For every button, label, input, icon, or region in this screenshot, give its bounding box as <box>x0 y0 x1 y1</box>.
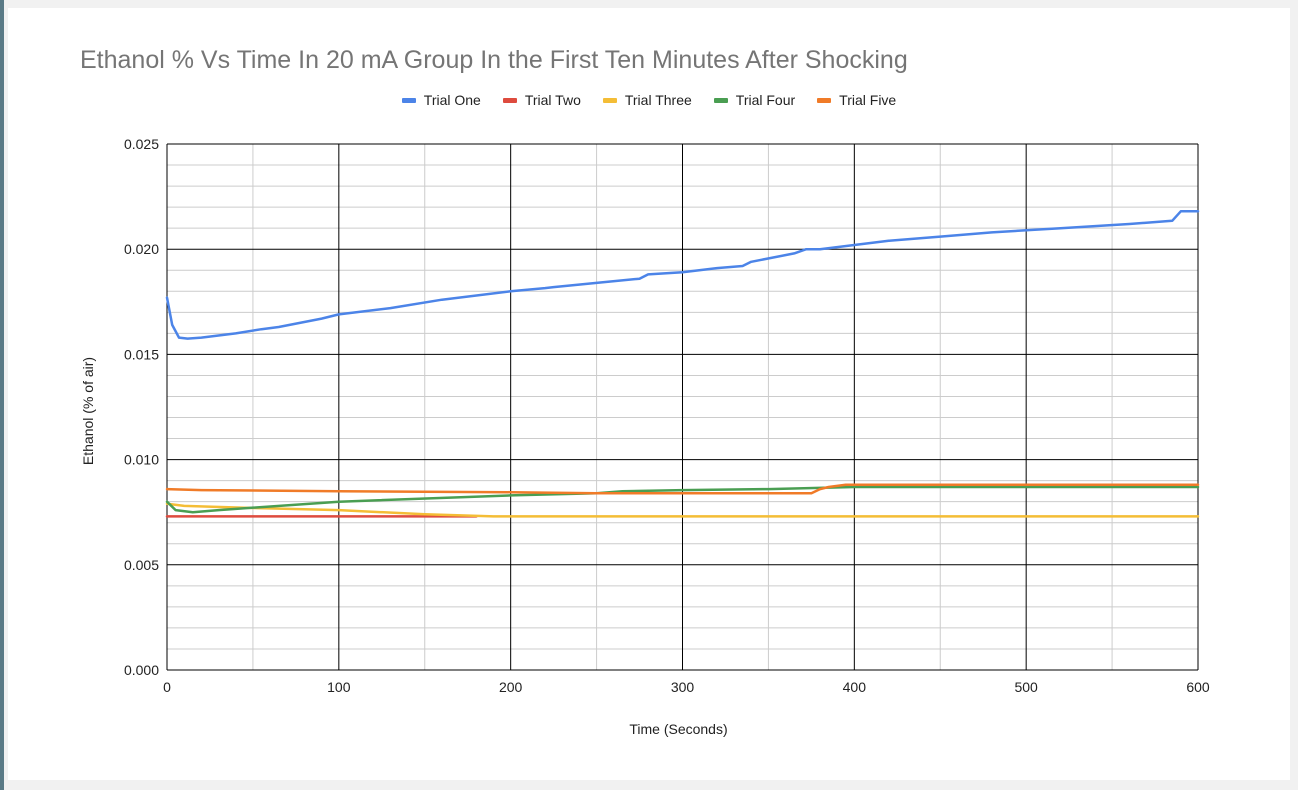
y-axis-title: Ethanol (% of air) <box>80 357 96 465</box>
legend-label-trial-one: Trial One <box>423 92 481 108</box>
series-line-trial-one <box>165 210 1200 340</box>
y-tick-label: 0.020 <box>124 241 159 257</box>
legend-swatch-trial-three <box>602 97 617 103</box>
x-tick-label: 400 <box>843 679 867 695</box>
legend-swatch-trial-two <box>502 97 517 103</box>
line-chart: 0 100 200 300 400 500 600 0.000 0.005 0.010 0.015 0… <box>80 136 1210 737</box>
legend-label-trial-two: Trial Two <box>524 92 581 108</box>
x-tick-label: 600 <box>1186 679 1210 695</box>
x-axis-title: Time (Seconds) <box>629 721 727 737</box>
legend-item-trial-five[interactable]: Trial Five <box>817 92 896 108</box>
legend-item-trial-three[interactable]: Trial Three <box>602 92 692 108</box>
series-line-trial-three <box>165 502 1200 518</box>
legend-label-trial-three: Trial Three <box>624 92 692 108</box>
legend-label-trial-four: Trial Four <box>735 92 796 108</box>
y-tick-label: 0.005 <box>124 557 159 573</box>
series-line-trial-five <box>165 483 1200 495</box>
legend-item-trial-two[interactable]: Trial Two <box>502 92 581 108</box>
x-tick-label: 500 <box>1014 679 1038 695</box>
y-tick-label: 0.010 <box>124 452 159 468</box>
x-tick-label: 300 <box>671 679 695 695</box>
y-tick-label: 0.000 <box>124 662 159 678</box>
legend-swatch-trial-one <box>401 97 416 103</box>
x-tick-label: 0 <box>163 679 171 695</box>
y-tick-label: 0.025 <box>124 136 159 152</box>
y-tick-label: 0.015 <box>124 346 159 362</box>
legend-label-trial-five: Trial Five <box>839 92 897 108</box>
legend-item-trial-one[interactable]: Trial One <box>401 92 481 108</box>
legend-item-trial-four[interactable]: Trial Four <box>713 92 796 108</box>
x-tick-label: 200 <box>499 679 523 695</box>
chart-legend: Trial One Trial Two Trial Three Trial Fo… <box>8 92 1290 108</box>
legend-swatch-trial-four <box>713 97 728 103</box>
chart-card: Ethanol % Vs Time In 20 mA Group In the … <box>8 8 1290 780</box>
chart-title: Ethanol % Vs Time In 20 mA Group In the … <box>80 46 908 74</box>
x-tick-label: 100 <box>327 679 351 695</box>
window-left-edge <box>0 0 4 790</box>
legend-swatch-trial-five <box>817 97 832 103</box>
